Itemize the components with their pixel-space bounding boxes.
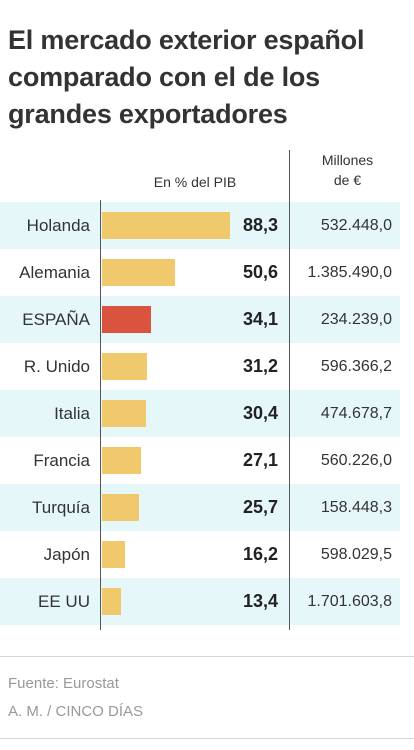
category-label: Japón — [43, 545, 90, 564]
bar — [102, 541, 126, 568]
category-label: Turquía — [32, 498, 90, 517]
table-row: Holanda 88,3 532.448,0 — [0, 202, 414, 249]
credit-text: A. M. / CINCO DÍAS — [8, 703, 144, 720]
row-band — [0, 578, 400, 625]
millones-header-line2: de € — [333, 172, 362, 188]
millions-value: 560.226,0 — [320, 452, 392, 469]
millions-value: 596.366,2 — [320, 358, 392, 375]
millions-value: 474.678,7 — [320, 405, 392, 422]
row-band — [0, 390, 400, 437]
chart-title: El mercado exterior español comparado co… — [8, 25, 365, 129]
millions-value: 598.029,5 — [320, 546, 392, 563]
category-label: EE UU — [38, 592, 90, 611]
category-label: Italia — [54, 404, 90, 423]
table-row: Japón 16,2 598.029,5 — [0, 531, 414, 578]
bar — [102, 353, 148, 380]
millions-value: 1.385.490,0 — [307, 264, 392, 281]
axis-line — [100, 200, 101, 630]
table-row: R. Unido 31,2 596.366,2 — [0, 343, 414, 390]
value-label: 50,6 — [242, 262, 278, 282]
table-row: Alemania 50,6 1.385.490,0 — [0, 249, 414, 296]
table-row: EE UU 13,4 1.701.603,8 — [0, 578, 414, 625]
value-label: 30,4 — [242, 403, 278, 423]
millones-header: Millones de € — [290, 150, 405, 190]
value-label: 27,1 — [242, 450, 278, 470]
table-row: Turquía 25,7 158.448,3 — [0, 484, 414, 531]
millions-value: 1.701.603,8 — [307, 593, 392, 610]
pct-header: En % del PIB — [153, 174, 237, 190]
category-label: Francia — [33, 451, 90, 470]
value-label: 13,4 — [242, 591, 278, 611]
millones-header-line1: Millones — [321, 152, 374, 168]
column-divider — [289, 150, 290, 630]
bar — [102, 494, 140, 521]
category-label: ESPAÑA — [22, 310, 90, 329]
bar — [102, 400, 147, 427]
row-band — [0, 484, 400, 531]
table-row: Francia 27,1 560.226,0 — [0, 437, 414, 484]
category-label: Holanda — [26, 216, 90, 235]
bar — [102, 212, 230, 239]
value-label: 25,7 — [242, 497, 278, 517]
row-band — [0, 296, 400, 343]
value-label: 88,3 — [242, 215, 278, 235]
category-label: R. Unido — [23, 357, 90, 376]
bar — [102, 588, 122, 615]
footer-divider — [0, 656, 414, 657]
table-row: Italia 30,4 474.678,7 — [0, 390, 414, 437]
value-label: 31,2 — [242, 356, 278, 376]
millions-value: 158.448,3 — [320, 499, 392, 516]
table-row: ESPAÑA 34,1 234.239,0 — [0, 296, 414, 343]
category-label: Alemania — [19, 263, 90, 282]
value-label: 34,1 — [242, 309, 278, 329]
bar — [102, 306, 152, 333]
value-label: 16,2 — [242, 544, 278, 564]
bar — [102, 447, 142, 474]
bottom-divider — [0, 738, 414, 739]
millions-value: 532.448,0 — [320, 217, 392, 234]
bar — [102, 259, 176, 286]
millions-value: 234.239,0 — [320, 311, 392, 328]
source-text: Fuente: Eurostat — [8, 675, 119, 692]
